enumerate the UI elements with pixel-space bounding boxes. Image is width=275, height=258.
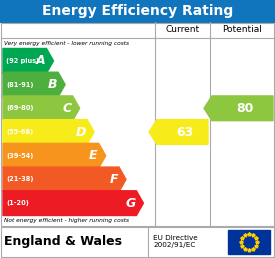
Text: F: F (109, 173, 118, 186)
Text: (39-54): (39-54) (6, 153, 33, 159)
Text: 80: 80 (236, 102, 253, 115)
Text: A: A (36, 54, 45, 67)
Bar (0, 0, 275, 22)
Text: Very energy efficient - lower running costs: Very energy efficient - lower running co… (4, 41, 129, 46)
Text: England & Wales: England & Wales (4, 236, 122, 248)
Bar (1, 227, 274, 257)
Polygon shape (3, 191, 143, 215)
Polygon shape (3, 143, 106, 168)
Polygon shape (204, 96, 273, 121)
Bar (1, 23, 274, 226)
Text: (69-80): (69-80) (6, 105, 34, 111)
Text: Current: Current (166, 26, 200, 35)
Text: Potential: Potential (222, 26, 262, 35)
Text: D: D (76, 125, 86, 139)
Polygon shape (3, 167, 126, 192)
Text: EU Directive
2002/91/EC: EU Directive 2002/91/EC (153, 236, 198, 248)
Text: (21-38): (21-38) (6, 176, 34, 182)
Polygon shape (3, 72, 65, 97)
Text: Not energy efficient - higher running costs: Not energy efficient - higher running co… (4, 218, 129, 223)
Text: B: B (48, 78, 57, 91)
Text: E: E (89, 149, 98, 162)
Text: Energy Efficiency Rating: Energy Efficiency Rating (42, 4, 233, 18)
Text: G: G (125, 197, 135, 210)
Bar (228, 230, 270, 254)
Text: (1-20): (1-20) (6, 200, 29, 206)
Text: (55-68): (55-68) (6, 129, 33, 135)
Polygon shape (3, 120, 94, 144)
Polygon shape (3, 96, 79, 121)
Polygon shape (149, 120, 208, 144)
Polygon shape (3, 49, 54, 73)
Text: C: C (62, 102, 72, 115)
Text: (92 plus): (92 plus) (6, 58, 39, 64)
Text: (81-91): (81-91) (6, 82, 34, 87)
Text: 63: 63 (176, 125, 193, 139)
